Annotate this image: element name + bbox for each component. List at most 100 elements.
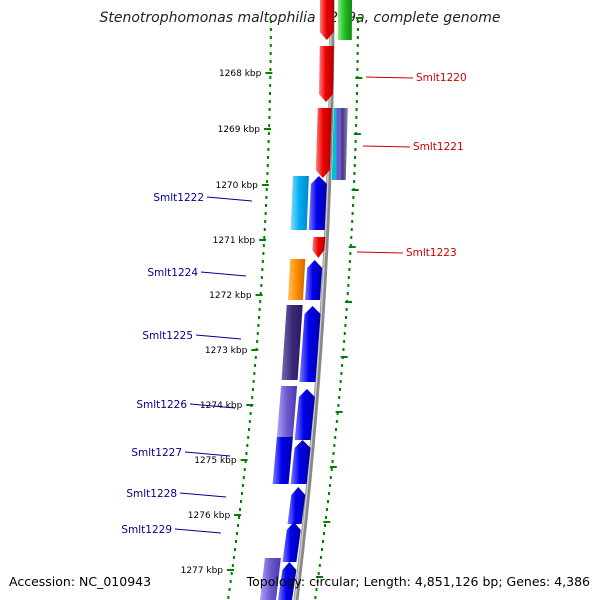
label-leader-line	[195, 334, 242, 340]
ring-dot	[254, 364, 257, 367]
ring-dot	[268, 100, 271, 103]
backbone-highlight	[294, 0, 332, 600]
ring-dot	[347, 276, 350, 279]
genome-summary-text: Topology: circular; Length: 4,851,126 bp…	[246, 574, 590, 589]
ring-dot	[249, 412, 252, 415]
ring-dot	[230, 572, 233, 575]
gene-feature	[319, 0, 334, 40]
gene-feature	[331, 108, 348, 180]
ring-dot	[268, 124, 271, 127]
ring-dot	[254, 356, 257, 359]
gene-label: Smlt1222	[153, 192, 204, 204]
ring-dot	[266, 172, 269, 175]
gene-feature	[290, 440, 311, 484]
ring-dot	[320, 548, 323, 551]
ring-dot	[269, 68, 272, 71]
gene-feature	[312, 237, 326, 258]
gene-label: Smlt1221	[413, 141, 464, 153]
ring-dot	[232, 556, 235, 559]
ring-dot	[319, 556, 322, 559]
ring-dots	[227, 20, 359, 599]
ring-dot	[265, 196, 268, 199]
ring-dot	[317, 572, 320, 575]
ring-dot	[269, 52, 272, 55]
ring-dot	[258, 308, 261, 311]
ring-dot	[243, 468, 246, 471]
ring-dot	[342, 348, 345, 351]
ring-dot	[256, 332, 259, 335]
label-leader-line	[200, 271, 247, 277]
label-leaders	[174, 76, 414, 534]
gene-features	[260, 0, 352, 600]
ring-dot	[256, 340, 259, 343]
gene-feature	[288, 259, 306, 300]
ring-dot	[354, 148, 357, 151]
ring-dot	[233, 548, 236, 551]
ring-dot	[351, 220, 354, 223]
ring-dot	[353, 164, 356, 167]
ring-dot	[336, 412, 339, 415]
ring-dot	[261, 268, 264, 271]
ring-dot	[356, 60, 359, 63]
ring-dot	[335, 420, 338, 423]
ring-dot	[246, 444, 249, 447]
gene-feature	[294, 389, 315, 440]
ring-dot	[348, 268, 351, 271]
ring-dot	[314, 596, 317, 599]
ring-dot	[315, 588, 318, 591]
ring-dot	[269, 76, 272, 79]
ring-dot	[353, 172, 356, 175]
gene-feature	[290, 176, 309, 230]
ring-dot	[356, 36, 359, 39]
ring-dot	[349, 244, 352, 247]
gene-feature	[287, 487, 306, 524]
backbone-line	[293, 0, 335, 600]
genome-backbone	[293, 0, 335, 600]
ring-dot	[265, 204, 268, 207]
ring-dot	[331, 460, 334, 463]
ring-dot	[354, 140, 357, 143]
ring-dot	[247, 436, 250, 439]
ring-dot	[356, 52, 359, 55]
gene-label: Smlt1228	[126, 488, 177, 500]
label-leader-line	[206, 196, 253, 202]
ring-dot	[329, 476, 332, 479]
map-title: Stenotrophomonas maltophilia K279a, comp…	[99, 10, 501, 26]
ring-dot	[240, 500, 242, 503]
gene-label: Smlt1223	[406, 247, 457, 259]
gene-feature	[305, 260, 323, 300]
ring-dot	[261, 260, 264, 263]
gene-feature	[337, 0, 352, 40]
ring-dot	[257, 324, 260, 327]
tick-label: 1269 kbp	[218, 125, 261, 135]
ring-dot	[324, 524, 327, 527]
ring-dot	[332, 452, 335, 455]
label-leader-line	[189, 403, 236, 409]
ring-dot	[328, 484, 331, 487]
ring-dot	[318, 564, 321, 567]
ring-dot	[248, 428, 251, 431]
ring-dot	[258, 316, 261, 319]
label-leader-line	[365, 76, 414, 79]
ring-dot	[355, 124, 358, 127]
ring-dot	[356, 84, 359, 87]
ring-dot	[242, 476, 245, 479]
tick-label: 1270 kbp	[215, 181, 258, 191]
ring-dot	[322, 540, 325, 543]
ring-dot	[266, 180, 269, 183]
ring-dot	[265, 188, 268, 191]
tick-label: 1277 kbp	[181, 566, 224, 576]
gene-label: Smlt1224	[147, 267, 198, 279]
ring-dot	[269, 44, 272, 47]
ring-dot	[228, 588, 231, 591]
ring-dot	[229, 580, 232, 583]
ring-dot	[334, 436, 337, 439]
ring-dot	[356, 28, 359, 31]
ring-dot	[343, 332, 346, 335]
gene-feature	[260, 558, 281, 600]
ring-dot	[262, 252, 265, 255]
gene-labels: Smlt1220 Smlt1221 Smlt1222 Smlt1223 Smlt1224…	[121, 72, 466, 536]
gene-label: Smlt1220	[416, 72, 467, 84]
ring-dot	[259, 292, 262, 295]
